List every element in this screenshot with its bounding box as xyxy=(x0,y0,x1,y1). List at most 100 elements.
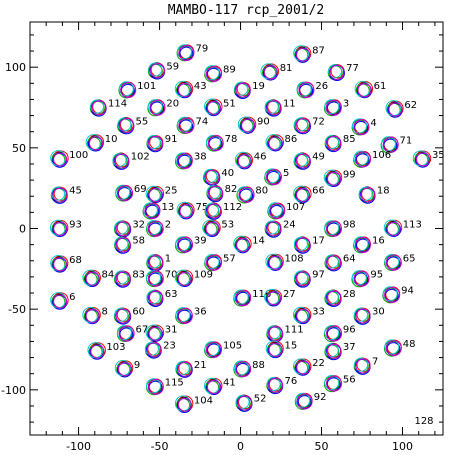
data-point: 76 xyxy=(266,376,297,395)
point-label: 107 xyxy=(286,202,305,213)
point-label: 99 xyxy=(343,169,356,180)
point-ring xyxy=(295,118,311,134)
point-ring xyxy=(327,171,342,186)
data-point: 87 xyxy=(293,45,325,63)
point-ring xyxy=(354,151,371,168)
data-point: 21 xyxy=(175,360,207,378)
point-ring xyxy=(355,308,371,324)
point-ring xyxy=(53,152,68,167)
point-label: 78 xyxy=(225,134,238,145)
point-ring xyxy=(360,187,376,203)
point-ring xyxy=(206,185,221,200)
data-point: 35 xyxy=(412,150,445,168)
data-point: 108 xyxy=(265,253,304,271)
data-point: 53 xyxy=(202,220,234,238)
point-ring xyxy=(269,203,286,220)
point-ring xyxy=(354,307,369,322)
point-ring xyxy=(353,236,369,252)
data-point: 43 xyxy=(174,81,207,99)
point-ring xyxy=(115,184,131,200)
corner-label: 128 xyxy=(414,416,433,427)
data-point: 83 xyxy=(113,270,145,288)
point-ring xyxy=(382,286,398,302)
point-label: 94 xyxy=(401,286,414,297)
point-label: 33 xyxy=(312,307,325,318)
data-point: 32 xyxy=(113,220,145,238)
point-label: 80 xyxy=(255,186,268,197)
point-label: 32 xyxy=(132,220,145,231)
point-ring xyxy=(384,286,401,303)
point-label: 98 xyxy=(343,220,356,231)
point-ring xyxy=(119,117,135,133)
data-point: 80 xyxy=(236,186,268,204)
point-ring xyxy=(204,65,220,81)
point-label: 65 xyxy=(403,253,416,264)
point-ring xyxy=(385,254,402,271)
point-label: 19 xyxy=(252,81,265,92)
point-label: 88 xyxy=(252,360,265,371)
point-ring xyxy=(175,152,191,168)
data-point: 45 xyxy=(50,186,82,204)
point-label: 64 xyxy=(343,253,356,264)
data-point: 33 xyxy=(292,307,325,325)
point-label: 6 xyxy=(69,292,75,303)
point-ring xyxy=(144,341,159,356)
point-label: 57 xyxy=(223,253,236,264)
data-point: 59 xyxy=(147,61,179,80)
data-point: 27 xyxy=(264,288,296,307)
point-ring xyxy=(357,83,372,98)
point-label: 83 xyxy=(132,270,145,281)
data-point: 67 xyxy=(116,324,148,342)
point-ring xyxy=(204,253,220,269)
point-label: 13 xyxy=(161,202,174,213)
data-point: 113 xyxy=(383,220,422,237)
data-point: 49 xyxy=(293,152,325,170)
point-ring xyxy=(329,64,345,80)
data-point: 70 xyxy=(146,270,177,288)
point-ring xyxy=(114,153,130,169)
point-ring xyxy=(235,361,252,378)
point-ring xyxy=(204,341,220,357)
point-ring xyxy=(90,344,105,359)
point-ring xyxy=(146,270,162,286)
point-ring xyxy=(354,237,371,254)
point-label: 63 xyxy=(165,289,178,300)
data-point: 52 xyxy=(235,394,267,412)
data-point: 56 xyxy=(323,374,356,393)
point-ring xyxy=(53,294,68,309)
data-point: 10 xyxy=(85,134,118,152)
point-ring xyxy=(236,237,251,252)
point-ring xyxy=(176,44,192,60)
point-ring xyxy=(326,343,342,359)
point-ring xyxy=(205,254,222,271)
point-ring xyxy=(295,153,311,169)
data-point: 103 xyxy=(87,342,125,360)
data-point: 97 xyxy=(293,270,325,288)
point-label: 56 xyxy=(343,374,356,385)
point-label: 35 xyxy=(432,150,445,161)
point-ring xyxy=(296,393,313,410)
point-ring xyxy=(236,186,252,202)
data-point: 51 xyxy=(204,99,236,117)
point-ring xyxy=(52,187,68,203)
point-ring xyxy=(386,221,401,236)
point-label: 26 xyxy=(315,81,328,92)
point-label: 23 xyxy=(163,340,176,351)
data-point: 71 xyxy=(380,136,413,154)
data-point: 90 xyxy=(237,116,270,134)
point-ring xyxy=(325,99,342,116)
point-ring xyxy=(235,290,252,307)
point-ring xyxy=(324,254,339,269)
point-ring xyxy=(355,358,371,374)
x-tick-label: 50 xyxy=(315,440,329,453)
point-ring xyxy=(148,255,164,271)
data-point: 61 xyxy=(354,81,386,99)
point-ring xyxy=(115,308,131,324)
data-point: 36 xyxy=(175,307,207,325)
point-ring xyxy=(177,397,192,412)
point-label: 71 xyxy=(400,136,413,147)
point-label: 58 xyxy=(132,236,145,247)
point-ring xyxy=(385,340,402,357)
x-tick-label: -100 xyxy=(66,440,91,453)
